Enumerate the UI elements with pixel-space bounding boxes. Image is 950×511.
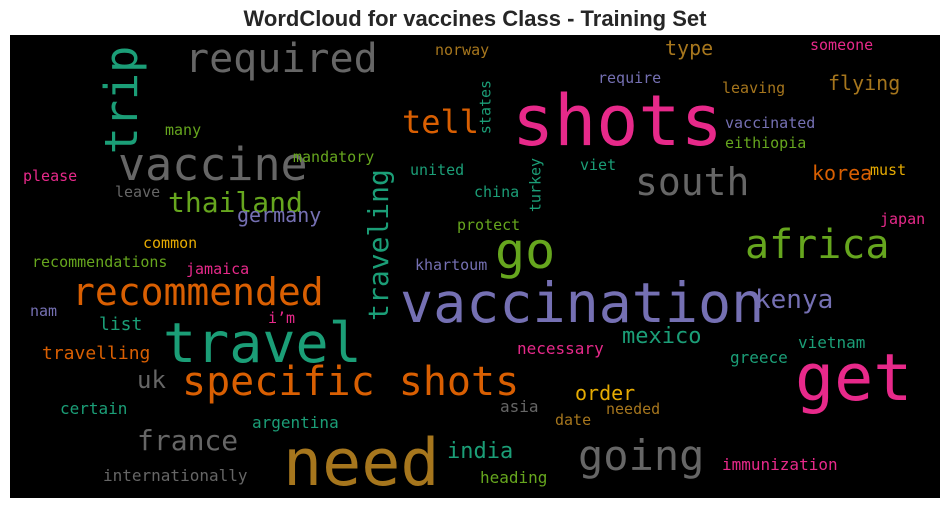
word: date bbox=[555, 411, 591, 429]
word: greece bbox=[730, 348, 788, 367]
word: jamaica bbox=[186, 260, 249, 278]
word: vaccination bbox=[400, 271, 764, 335]
word: order bbox=[575, 381, 635, 405]
word: get bbox=[795, 341, 912, 416]
word: africa bbox=[745, 222, 890, 268]
word: thailand bbox=[168, 186, 303, 219]
word: mandatory bbox=[293, 148, 374, 166]
word: shots bbox=[512, 80, 723, 162]
word: argentina bbox=[252, 413, 339, 432]
word: mexico bbox=[622, 324, 701, 349]
word: china bbox=[474, 183, 519, 201]
word: require bbox=[598, 69, 661, 87]
word: korea bbox=[812, 161, 872, 185]
word: eithiopia bbox=[725, 134, 806, 152]
word: vaccinated bbox=[725, 114, 815, 132]
word: many bbox=[165, 121, 201, 139]
word: common bbox=[143, 234, 197, 252]
word: list bbox=[99, 314, 142, 335]
word: needed bbox=[606, 400, 660, 418]
word: immunization bbox=[722, 455, 838, 474]
word: vietnam bbox=[798, 333, 865, 352]
word: vaccine bbox=[118, 138, 308, 191]
word: someone bbox=[810, 36, 873, 54]
word: trip bbox=[95, 46, 148, 154]
word: necessary bbox=[517, 339, 604, 358]
word: recommendations bbox=[32, 253, 167, 271]
word: viet bbox=[580, 156, 616, 174]
word: heading bbox=[480, 468, 547, 487]
word: kenya bbox=[755, 285, 833, 315]
word: going bbox=[578, 431, 704, 480]
word: leave bbox=[115, 183, 160, 201]
word: nam bbox=[30, 302, 57, 320]
word: states bbox=[477, 80, 495, 134]
word: required bbox=[185, 36, 378, 82]
word: norway bbox=[435, 41, 489, 59]
word: type bbox=[665, 36, 713, 60]
word: go bbox=[495, 222, 555, 280]
word: flying bbox=[828, 71, 900, 95]
word: protect bbox=[457, 216, 520, 234]
cloud-background bbox=[10, 35, 940, 498]
word: recommended bbox=[72, 270, 324, 314]
word: uk bbox=[137, 366, 166, 394]
word: khartoum bbox=[415, 256, 487, 274]
word: japan bbox=[880, 210, 925, 228]
word: please bbox=[23, 167, 77, 185]
word: turkey bbox=[527, 158, 545, 212]
word: specific shots bbox=[182, 359, 519, 405]
word: travelling bbox=[42, 343, 150, 364]
word: need bbox=[283, 426, 440, 501]
chart-title: WordCloud for vaccines Class - Training … bbox=[244, 6, 708, 31]
word: germany bbox=[237, 203, 321, 227]
word: i’m bbox=[268, 309, 295, 327]
word: internationally bbox=[103, 466, 248, 485]
word: united bbox=[410, 161, 464, 179]
word: france bbox=[137, 424, 238, 457]
word: traveling bbox=[362, 169, 395, 321]
word: tell bbox=[402, 103, 479, 141]
word: travel bbox=[163, 311, 362, 375]
word: leaving bbox=[722, 79, 785, 97]
word: certain bbox=[60, 399, 127, 418]
word: india bbox=[447, 439, 513, 464]
word: must bbox=[870, 161, 906, 179]
word: asia bbox=[500, 397, 539, 416]
word: south bbox=[635, 160, 749, 204]
